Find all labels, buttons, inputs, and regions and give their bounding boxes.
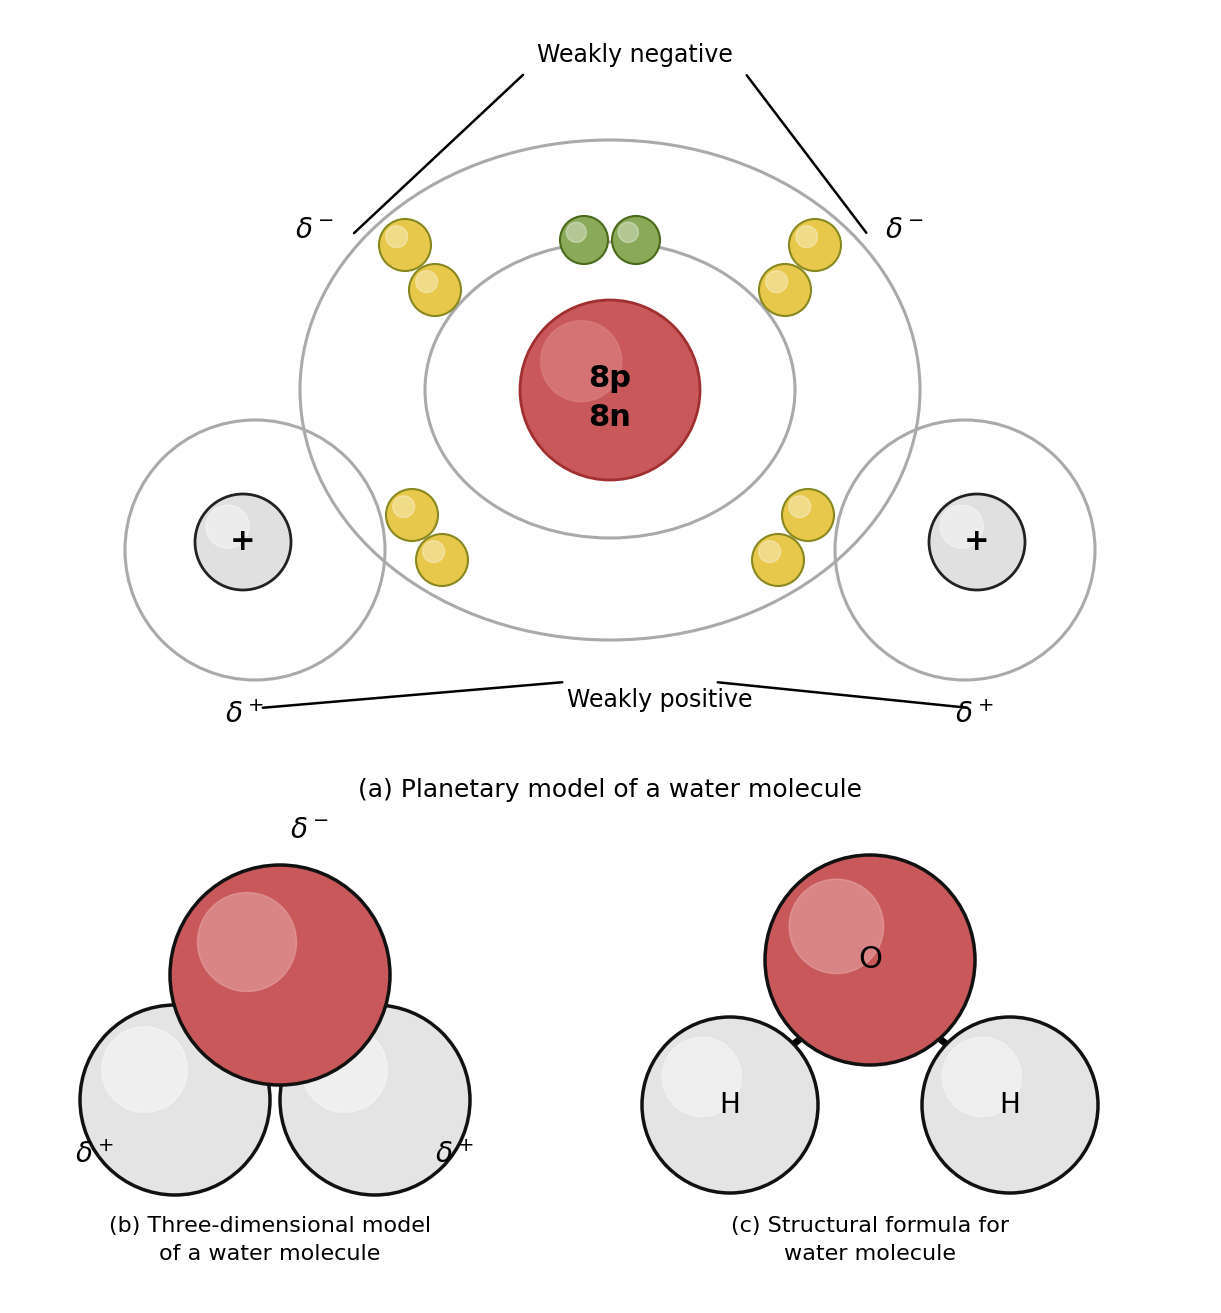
Circle shape xyxy=(662,1037,741,1116)
Circle shape xyxy=(386,226,408,248)
Circle shape xyxy=(170,865,389,1085)
Circle shape xyxy=(618,222,639,243)
Circle shape xyxy=(940,506,983,549)
Circle shape xyxy=(789,496,811,517)
Circle shape xyxy=(789,880,884,974)
Circle shape xyxy=(195,494,291,590)
Text: 8p
8n: 8p 8n xyxy=(589,365,631,432)
Circle shape xyxy=(766,855,976,1065)
Circle shape xyxy=(796,226,818,248)
Text: $\boldsymbol{\delta^-}$: $\boldsymbol{\delta^-}$ xyxy=(295,217,335,244)
Circle shape xyxy=(943,1037,1022,1116)
Text: $\boldsymbol{\delta^+}$: $\boldsymbol{\delta^+}$ xyxy=(955,701,995,729)
Text: (a) Planetary model of a water molecule: (a) Planetary model of a water molecule xyxy=(358,779,862,802)
Circle shape xyxy=(612,217,661,264)
Circle shape xyxy=(386,488,438,541)
Circle shape xyxy=(541,320,621,402)
Circle shape xyxy=(409,264,462,316)
Circle shape xyxy=(759,264,811,316)
Circle shape xyxy=(560,217,608,264)
Circle shape xyxy=(280,1004,470,1195)
Circle shape xyxy=(752,534,803,586)
Circle shape xyxy=(81,1004,270,1195)
Text: $\boldsymbol{\delta^-}$: $\boldsymbol{\delta^-}$ xyxy=(885,217,924,244)
Text: (c) Structural formula for
water molecule: (c) Structural formula for water molecul… xyxy=(731,1216,1009,1264)
Circle shape xyxy=(922,1018,1098,1194)
Text: H: H xyxy=(1000,1091,1021,1119)
Circle shape xyxy=(393,496,415,517)
Circle shape xyxy=(198,893,297,991)
Circle shape xyxy=(302,1027,387,1112)
Text: +: + xyxy=(965,528,990,557)
Text: $\boldsymbol{\delta^+}$: $\boldsymbol{\delta^+}$ xyxy=(226,701,265,729)
Circle shape xyxy=(758,541,780,562)
Circle shape xyxy=(929,494,1024,590)
Circle shape xyxy=(642,1018,818,1194)
Circle shape xyxy=(125,420,385,680)
Circle shape xyxy=(379,219,431,270)
Text: O: O xyxy=(858,945,882,974)
Text: H: H xyxy=(719,1091,740,1119)
Text: Weakly negative: Weakly negative xyxy=(537,43,733,67)
Text: $\boldsymbol{\delta^-}$: $\boldsymbol{\delta^-}$ xyxy=(291,815,330,844)
Circle shape xyxy=(520,299,700,481)
Circle shape xyxy=(416,270,437,293)
Text: Weakly positive: Weakly positive xyxy=(568,688,753,712)
Circle shape xyxy=(416,534,468,586)
Circle shape xyxy=(789,219,841,270)
Circle shape xyxy=(206,506,249,549)
Text: +: + xyxy=(231,528,256,557)
Text: $\boldsymbol{\delta^+}$: $\boldsymbol{\delta^+}$ xyxy=(436,1141,475,1169)
Text: (b) Three-dimensional model
of a water molecule: (b) Three-dimensional model of a water m… xyxy=(109,1216,431,1264)
Text: $\boldsymbol{\delta^+}$: $\boldsymbol{\delta^+}$ xyxy=(76,1141,115,1169)
Circle shape xyxy=(766,270,788,293)
Circle shape xyxy=(781,488,834,541)
Circle shape xyxy=(101,1027,187,1112)
Circle shape xyxy=(835,420,1095,680)
Circle shape xyxy=(567,222,586,243)
Circle shape xyxy=(422,541,444,562)
